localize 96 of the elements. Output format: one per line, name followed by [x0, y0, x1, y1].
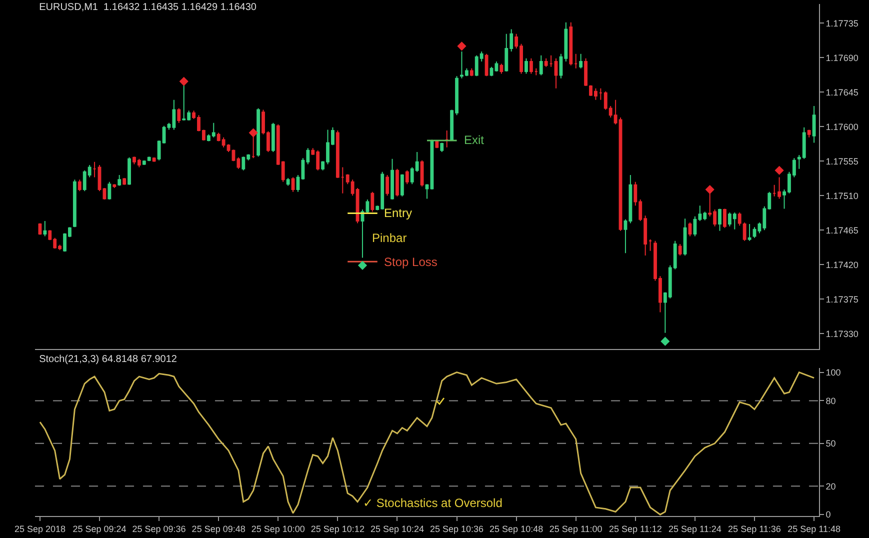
x-tick-label: 25 Sep 10:48 [490, 524, 544, 534]
y-tick-label: 0 [826, 510, 831, 520]
series-label: Entry [384, 206, 412, 220]
candlestick [500, 63, 504, 74]
candlestick [539, 54, 543, 76]
y-tick-label: 1.17330 [826, 328, 858, 339]
y-tick-label: 80 [826, 396, 836, 406]
y-tick-label: 20 [826, 481, 836, 492]
point [358, 260, 368, 270]
candlestick [748, 224, 752, 242]
candlestick [569, 22, 573, 66]
x-tick-label: 25 Sep 10:36 [430, 524, 484, 534]
point [660, 336, 670, 346]
point [774, 166, 784, 175]
candlestick [470, 68, 474, 77]
y-tick-label: 50 [826, 438, 836, 449]
candlestick [405, 170, 409, 185]
candlestick [579, 53, 583, 69]
candlestick [683, 218, 687, 256]
point [457, 42, 466, 51]
y-tick-label: 100 [826, 367, 841, 378]
x-tick-label: 25 Sep 11:12 [608, 524, 662, 534]
y-tick-label: 1.17555 [826, 156, 858, 166]
candlestick [386, 174, 390, 196]
candlestick [256, 108, 260, 158]
candlestick [807, 129, 811, 138]
candlestick [286, 178, 290, 186]
candlestick [812, 105, 816, 144]
x-tick-label: 25 Sep 10:24 [370, 524, 424, 534]
candlestick [524, 58, 528, 74]
candlestick [778, 176, 782, 200]
candlestick [435, 140, 439, 149]
y-tick-label: 1.17375 [826, 294, 858, 304]
y-tick-label: 1.17645 [826, 87, 858, 98]
candlestick [648, 238, 652, 252]
annotation: ✓ Stochastics at Oversold [363, 496, 502, 510]
x-tick-label: 25 Sep 09:24 [72, 524, 126, 534]
candlestick [43, 220, 47, 237]
candlestick [112, 184, 116, 188]
candlestick [544, 58, 548, 68]
y-tick-label: 1.17465 [826, 225, 858, 236]
candlestick [718, 208, 722, 232]
candlestick [554, 58, 558, 89]
candlestick [549, 54, 553, 68]
candlestick [340, 166, 344, 194]
candlestick [336, 130, 340, 179]
candlestick [425, 184, 429, 200]
x-tick-label: 25 Sep 11:48 [788, 524, 840, 534]
x-tick-label: 25 Sep 09:48 [192, 524, 246, 534]
candlestick [122, 178, 126, 186]
candlestick [688, 222, 692, 237]
candlestick [78, 179, 82, 192]
chart-title: EURUSD,M1 1.16432 1.16435 1.16429 1.16430 [39, 2, 257, 13]
x-tick-label: 25 Sep 11:36 [728, 524, 781, 534]
x-tick-label: 25 Sep 11:24 [668, 524, 722, 534]
x-tick-label: 25 Sep 09:36 [132, 524, 186, 534]
candlestick [529, 58, 533, 74]
annotation: Pinbar [372, 231, 407, 245]
candlestick [152, 156, 156, 162]
y-tick-label: 1.17510 [826, 190, 858, 201]
candlestick [108, 181, 112, 200]
y-tick-label: 1.17420 [826, 260, 858, 270]
candlestick [534, 68, 538, 76]
candlestick [177, 108, 181, 124]
candlestick [396, 168, 399, 197]
candlestick [445, 130, 449, 148]
y-tick-label: 1.17690 [826, 52, 858, 63]
candlestick [390, 158, 394, 200]
candlestick [420, 160, 424, 187]
point [705, 184, 714, 194]
candlestick [678, 243, 682, 256]
series-label: Exit [464, 133, 485, 147]
candlestick [370, 191, 374, 212]
x-tick-label: 25 Sep 2018 [14, 524, 66, 534]
candlestick [440, 142, 444, 152]
candlestick [723, 208, 726, 228]
candlestick [400, 174, 404, 197]
candlestick [598, 88, 602, 100]
candlestick [118, 174, 122, 186]
candlestick [772, 184, 776, 197]
candlestick [128, 156, 131, 186]
point [179, 76, 188, 86]
x-tick-label: 25 Sep 10:12 [310, 524, 364, 534]
x-tick-label: 25 Sep 11:00 [549, 524, 602, 534]
candlestick [271, 122, 275, 152]
chart-title: Stoch(21,3,3) 64.8148 67.9012 [39, 354, 178, 365]
series-label: Stop Loss [384, 255, 438, 269]
x-tick-label: 25 Sep 10:00 [251, 524, 305, 534]
candlestick [92, 161, 96, 178]
candlestick [72, 179, 76, 228]
line-series [39, 372, 815, 516]
candlestick [574, 53, 578, 69]
y-tick-label: 1.17735 [826, 18, 858, 28]
candlestick [484, 53, 488, 77]
point [248, 128, 258, 138]
y-tick-label: 1.17600 [826, 122, 858, 132]
